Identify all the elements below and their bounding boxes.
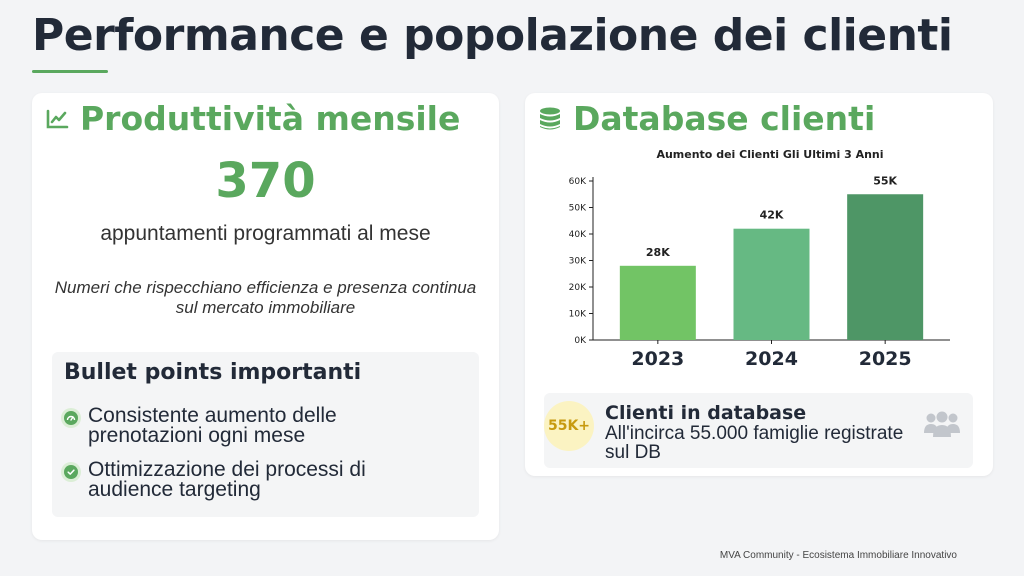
chart-axes: 0K 10K 20K 30K 40K 50K 60K 2023 2024 2025	[569, 177, 950, 370]
database-icon	[537, 106, 563, 132]
bullet-points-box: Bullet points importanti Consistente aum…	[52, 352, 479, 517]
title-underline	[32, 70, 108, 73]
y-tick-label: 30K	[569, 257, 587, 267]
x-category-label: 2024	[745, 348, 798, 370]
y-tick-label: 20K	[569, 283, 587, 293]
clients-db-description: All'incirca 55.000 famiglie registrate s…	[605, 423, 904, 463]
x-category-label: 2023	[631, 348, 684, 370]
chart-title: Aumento dei Clienti Gli Ultimi 3 Anni	[656, 148, 883, 161]
chart-line-icon	[44, 106, 70, 132]
clients-badge: 55K+	[544, 401, 594, 451]
y-tick-label: 60K	[569, 177, 587, 187]
y-tick-label: 10K	[569, 310, 587, 320]
bullet-item: Consistente aumento delle prenotazioni o…	[64, 404, 418, 447]
bullet-text: Consistente aumento delle prenotazioni o…	[88, 404, 337, 447]
bullet-points-title: Bullet points importanti	[64, 360, 362, 385]
page-title: Performance e popolazione dei clienti	[32, 10, 953, 61]
clients-database-box: 55K+ Clienti in database All'incirca 55.…	[544, 393, 973, 468]
bullet-text: Ottimizzazione dei processi di audience …	[88, 458, 366, 501]
appointments-caption: appuntamenti programmati al mese	[100, 222, 431, 245]
y-tick-label: 50K	[569, 204, 587, 214]
bar-2023	[619, 265, 696, 340]
chart-bars: 28K 42K 55K	[619, 174, 924, 340]
footer: MVA Community - Ecosistema Immobiliare I…	[719, 550, 957, 561]
speedometer-icon	[64, 411, 78, 425]
productivity-note: Numeri che rispecchiano efficienza e pre…	[54, 278, 477, 317]
check-circle-icon	[64, 465, 78, 479]
bar-data-label: 55K	[873, 174, 897, 187]
bar-data-label: 42K	[760, 209, 784, 222]
clients-bar-chart: Aumento dei Clienti Gli Ultimi 3 Anni 0K…	[569, 148, 950, 370]
productivity-heading-label: Produttività mensile	[80, 99, 461, 138]
y-tick-label: 40K	[569, 230, 587, 240]
bar-2024	[733, 228, 810, 340]
x-category-label: 2025	[859, 348, 912, 370]
appointments-count: 370	[215, 153, 316, 209]
database-heading: Database clienti	[537, 99, 875, 138]
bar-data-label: 28K	[646, 246, 670, 259]
bullet-item: Ottimizzazione dei processi di audience …	[64, 458, 418, 501]
clients-db-title: Clienti in database	[605, 402, 807, 424]
y-tick-label: 0K	[574, 336, 587, 346]
productivity-heading: Produttività mensile	[44, 99, 460, 138]
bar-2025	[847, 194, 924, 340]
database-heading-label: Database clienti	[573, 99, 876, 138]
users-icon	[922, 409, 962, 439]
